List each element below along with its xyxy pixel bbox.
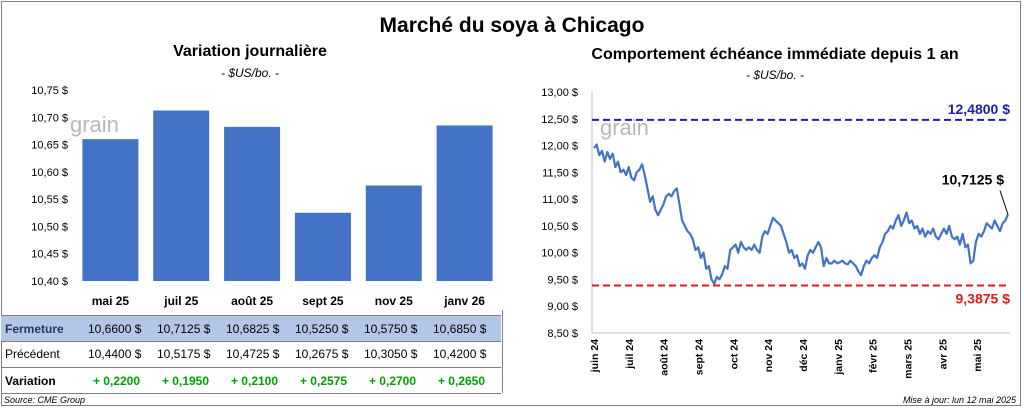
variation-value: + 0,2100: [230, 373, 279, 388]
low-label: 9,3875 $: [956, 290, 1011, 306]
source-note: Source: CME Group: [4, 395, 86, 405]
close-value: 10,6600 $: [88, 321, 142, 336]
x-tick-label: déc 24: [798, 339, 810, 372]
variation-value: + 0,2700: [368, 373, 417, 388]
y-tick-label: 12,50 $: [541, 114, 578, 126]
line-chart-title: Comportement échéance immédiate depuis 1…: [591, 46, 959, 63]
x-tick-label: janv 25: [833, 339, 845, 376]
last-value-leader: [999, 190, 1009, 215]
close-value: 10,5250 $: [295, 321, 349, 336]
previous-value: 10,4400 $: [88, 346, 142, 361]
bar: [294, 212, 351, 281]
high-label: 12,4800 $: [948, 101, 1010, 117]
line-chart-unit: - $US/bo. -: [745, 68, 805, 82]
table-row-variation: Variation + 0,2200 + 0,1950 + 0,2100 + 0…: [1, 367, 501, 394]
y-tick-label: 10,40 $: [31, 276, 68, 288]
y-tick-label: 10,50 $: [541, 221, 578, 233]
x-tick-label: mars 25: [903, 339, 915, 379]
x-tick-label: févr 25: [868, 339, 880, 373]
x-tick-label: mai 25: [972, 339, 984, 372]
x-tick-label: janv 26: [443, 294, 485, 308]
variation-value: + 0,2575: [299, 373, 348, 388]
previous-value: 10,4200 $: [433, 346, 487, 361]
x-tick-label: août 24: [659, 339, 671, 376]
y-tick-label: 9,00 $: [547, 301, 578, 313]
variation-value: + 0,1950: [161, 373, 210, 388]
x-tick-label: nov 24: [763, 339, 775, 372]
close-value: 10,5750 $: [364, 321, 418, 336]
panel-divider: [502, 310, 503, 393]
close-value: 10,7125 $: [157, 321, 211, 336]
y-tick-label: 10,55 $: [31, 194, 68, 206]
previous-value: 10,5175 $: [157, 346, 211, 361]
x-tick-label: mai 25: [92, 294, 130, 308]
bar-chart-title: Variation journalière: [173, 43, 327, 60]
y-tick-label: 9,50 $: [547, 274, 578, 286]
x-tick-label: juil 24: [624, 339, 636, 370]
watermark: grain: [70, 112, 119, 137]
y-tick-label: 12,00 $: [541, 141, 578, 153]
previous-value: 10,4725 $: [226, 346, 280, 361]
y-tick-label: 10,50 $: [31, 221, 68, 233]
main-title: Marché du soya à Chicago: [379, 14, 645, 37]
previous-value: 10,3050 $: [364, 346, 418, 361]
close-value: 10,6850 $: [433, 321, 487, 336]
bar-chart-unit: - $US/bo. -: [220, 66, 280, 80]
y-tick-label: 10,75 $: [31, 85, 68, 97]
table-row-close: Fermeture 10,6600 $ 10,7125 $ 10,6825 $ …: [1, 315, 501, 342]
x-tick-label: avr 25: [937, 339, 949, 370]
y-tick-label: 13,00 $: [541, 87, 578, 99]
bar: [153, 110, 210, 281]
y-tick-label: 10,70 $: [31, 112, 68, 124]
table-row-previous: Précédent 10,4400 $ 10,5175 $ 10,4725 $ …: [1, 341, 501, 366]
watermark: grain: [600, 115, 649, 140]
y-tick-label: 10,00 $: [541, 248, 578, 260]
y-tick-label: 10,60 $: [31, 167, 68, 179]
y-tick-label: 10,65 $: [31, 140, 68, 152]
previous-value: 10,2675 $: [295, 346, 349, 361]
row-label-close: Fermeture: [5, 321, 64, 336]
x-tick-label: nov 25: [375, 294, 413, 308]
price-line: [593, 143, 1010, 285]
bar: [224, 126, 281, 281]
y-tick-label: 8,50 $: [547, 328, 578, 340]
bar-chart: grain 10,40 $ 10,45 $ 10,50 $ 10,55 $ 10,60 …: [31, 85, 493, 308]
variation-value: + 0,2200: [92, 373, 141, 388]
variation-value: + 0,2650: [437, 373, 486, 388]
y-tick-label: 11,00 $: [542, 194, 578, 206]
y-tick-label: 11,50 $: [542, 167, 578, 179]
row-label-previous: Précédent: [5, 346, 60, 361]
bar: [436, 125, 493, 281]
x-tick-label: sept 25: [302, 294, 344, 308]
x-tick-label: août 25: [231, 294, 273, 308]
update-note: Mise à jour: lun 12 mai 2025: [902, 395, 1016, 405]
row-label-variation: Variation: [5, 373, 56, 388]
bar: [82, 139, 139, 281]
last-value-label: 10,7125 $: [942, 172, 1004, 188]
line-chart: grain 8,50 $ 9,00 $ 9,50 $ 10,00 $ 10,50 $ 11…: [541, 87, 1011, 379]
x-tick-label: juil 25: [163, 294, 198, 308]
bar: [365, 185, 422, 281]
close-value: 10,6825 $: [226, 321, 280, 336]
x-tick-label: juin 24: [589, 339, 601, 373]
x-tick-label: sept 24: [694, 339, 706, 375]
y-tick-label: 10,45 $: [31, 249, 68, 261]
x-tick-label: oct 24: [728, 339, 740, 370]
